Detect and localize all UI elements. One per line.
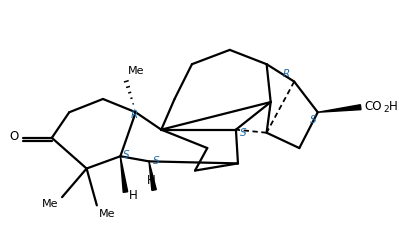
Text: Me: Me xyxy=(99,209,115,220)
Text: S: S xyxy=(240,128,247,138)
Text: S: S xyxy=(123,150,130,160)
Text: CO: CO xyxy=(364,100,381,113)
Text: R: R xyxy=(283,69,290,79)
Text: H: H xyxy=(129,189,138,202)
Polygon shape xyxy=(149,161,156,190)
Text: R: R xyxy=(130,110,138,120)
Text: S: S xyxy=(310,115,316,125)
Text: S: S xyxy=(153,156,160,166)
Text: H: H xyxy=(389,100,397,113)
Text: Me: Me xyxy=(41,199,58,209)
Polygon shape xyxy=(318,105,361,112)
Text: O: O xyxy=(9,130,18,143)
Text: H: H xyxy=(147,174,155,187)
Polygon shape xyxy=(120,156,128,192)
Text: 2: 2 xyxy=(383,105,389,114)
Text: Me: Me xyxy=(128,66,144,76)
